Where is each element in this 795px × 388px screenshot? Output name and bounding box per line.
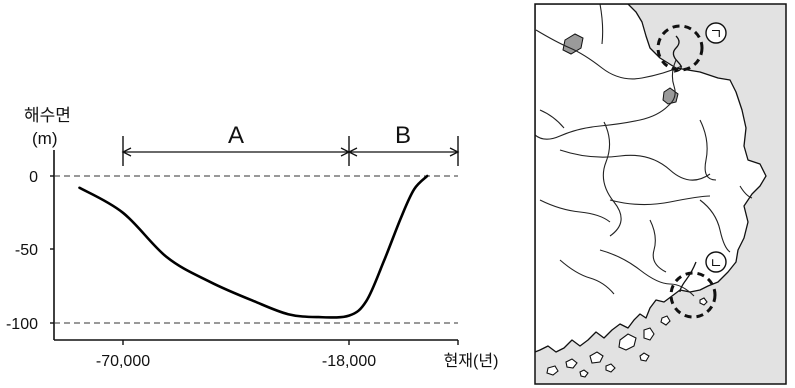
study-area-circle-top bbox=[656, 24, 704, 72]
reservoir bbox=[662, 87, 679, 105]
island-group bbox=[546, 297, 708, 378]
marker-label-top: ㄱ bbox=[710, 26, 723, 42]
stream-near-marker-bottom bbox=[679, 261, 697, 293]
marker-badge-bottom bbox=[705, 251, 727, 273]
y-tick-label: -50 bbox=[15, 242, 38, 259]
y-tick-label: -100 bbox=[6, 316, 38, 333]
x-tick-label: -70,000 bbox=[96, 353, 150, 370]
marker-label-bottom: ㄴ bbox=[710, 255, 723, 271]
study-area-circle-bottom bbox=[669, 271, 717, 319]
sea-level-curve bbox=[78, 174, 429, 319]
map-panel: ㄱ ㄴ bbox=[534, 3, 787, 385]
period-a-arrow bbox=[121, 147, 351, 157]
stream-near-marker-top bbox=[672, 35, 682, 73]
sea-level-chart: 해수면 (m) 0 -50 -100 -70,000 -18,000 현재(년) bbox=[6, 106, 498, 370]
map-frame bbox=[534, 3, 787, 385]
period-b-label: B bbox=[395, 122, 411, 149]
period-a-label: A bbox=[228, 122, 244, 149]
marker-badge-top bbox=[705, 22, 727, 44]
reservoir bbox=[562, 33, 584, 55]
y-tick-label: 0 bbox=[29, 169, 38, 186]
x-axis-title: 현재(년) bbox=[444, 352, 499, 370]
y-axis-title-line2: (m) bbox=[32, 129, 57, 148]
period-b-arrow bbox=[347, 147, 460, 157]
x-tick-label: -18,000 bbox=[322, 353, 376, 370]
y-axis-title-line1: 해수면 bbox=[24, 106, 71, 125]
